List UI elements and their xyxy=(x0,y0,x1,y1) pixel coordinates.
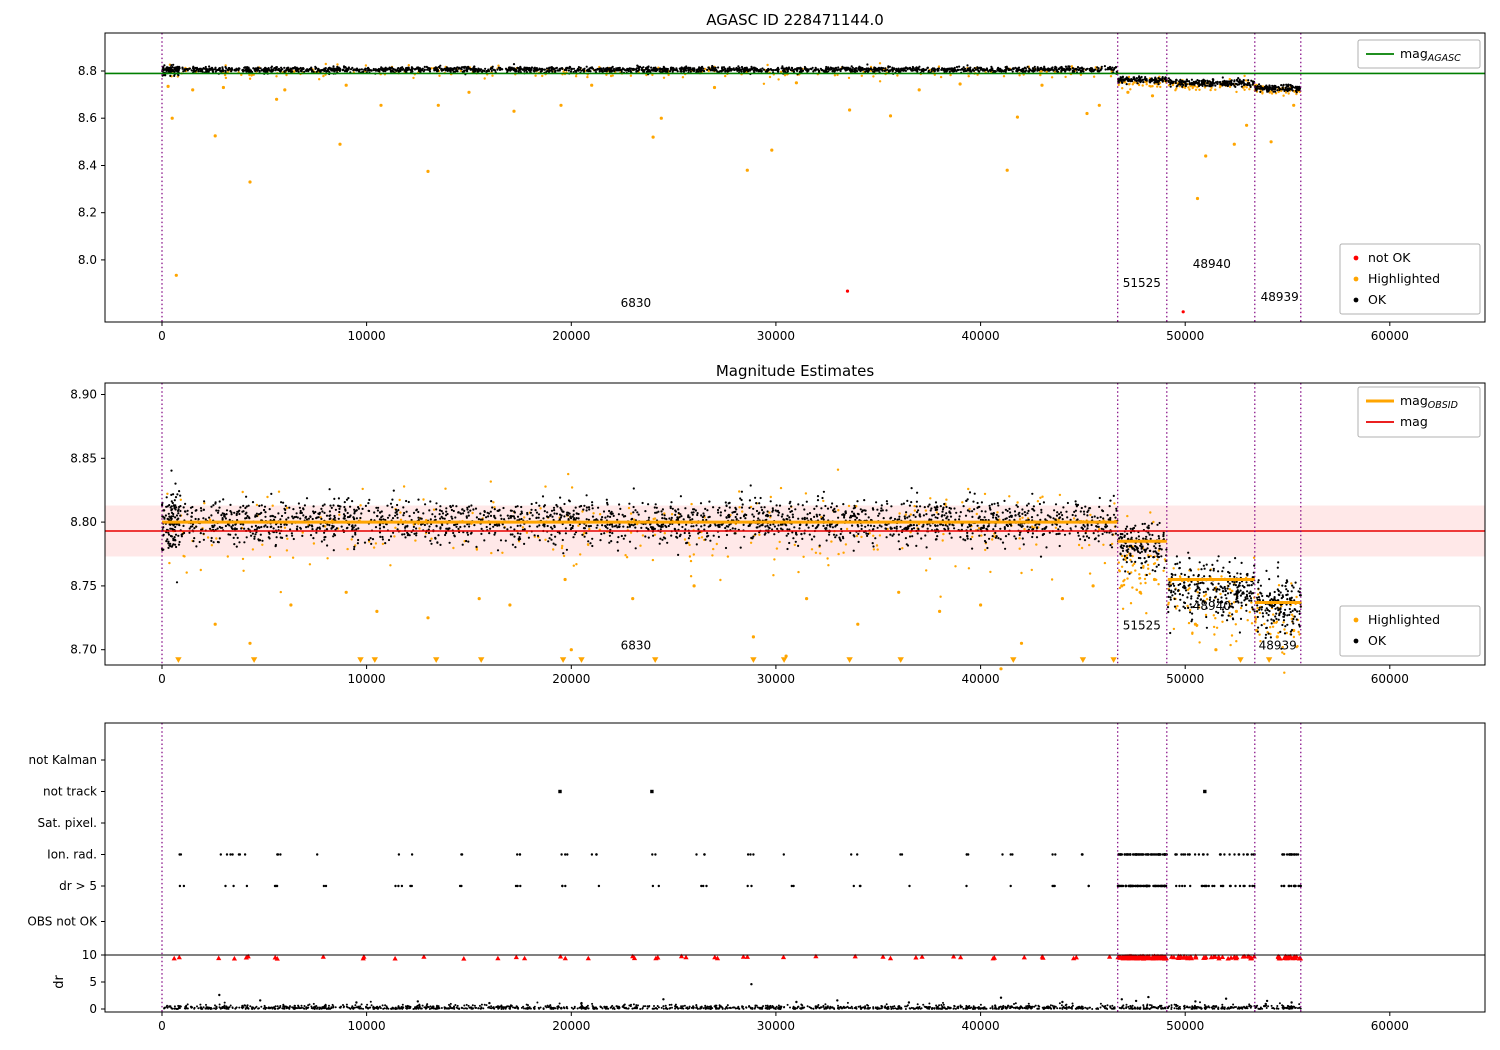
legend: magAGASC xyxy=(1357,39,1481,69)
dr-axis-label: dr xyxy=(52,975,67,989)
dr-tick-label: 0 xyxy=(89,1002,97,1016)
flag-row-label: not Kalman xyxy=(29,753,97,767)
dr-clipped-points xyxy=(171,953,1304,961)
plot-flags-and-dr: 0 10000 20000 30000 40000 50000 60000 not Kalma… xyxy=(27,722,1486,1033)
x-tick-label: 20000 xyxy=(552,329,590,343)
flag-row-label: not track xyxy=(43,785,97,799)
y-tick-label: 8.6 xyxy=(78,111,97,125)
legend-label: Highlighted xyxy=(1368,612,1440,627)
dr-tick-label: 10 xyxy=(82,948,97,962)
y-tick-label: 8.8 xyxy=(78,64,97,78)
x-tick-label: 50000 xyxy=(1166,672,1204,686)
flag-row-labels: not Kalman not track Sat. pixel. Ion. rad. d… xyxy=(27,753,105,1016)
x-tick-label: 50000 xyxy=(1166,329,1204,343)
not-ok-points xyxy=(845,289,1185,314)
y-tick-label: 8.70 xyxy=(70,643,97,657)
flag-row-label: Sat. pixel. xyxy=(37,816,97,830)
x-tick-label: 20000 xyxy=(552,1019,590,1033)
obsid-label: 6830 xyxy=(621,639,652,653)
obsid-label: 51525 xyxy=(1123,618,1161,632)
obsid-label: 48940 xyxy=(1193,257,1231,271)
ion-rad-points xyxy=(178,853,1300,856)
axes-frame: 0 10000 20000 30000 40000 50000 60000 8.0 8.2 8.4… xyxy=(78,32,1486,343)
legend: not OK Highlighted OK xyxy=(1339,243,1481,315)
obsid-label: 6830 xyxy=(621,296,652,310)
axes-frame: 0 10000 20000 30000 40000 50000 60000 xyxy=(104,722,1486,1033)
x-tick-label: 30000 xyxy=(757,1019,795,1033)
highlighted-points xyxy=(166,468,1303,674)
legend-label: not OK xyxy=(1368,250,1411,265)
flag-row-label: OBS not OK xyxy=(27,915,98,929)
axes-frame: 0 10000 20000 30000 40000 50000 60000 8.70 8.75 8… xyxy=(70,382,1486,686)
obsid-label: 48939 xyxy=(1261,290,1299,304)
plot-agasc-magnitudes: 0 10000 20000 30000 40000 50000 60000 8.0 8.2 8.4… xyxy=(78,32,1486,343)
x-tick-label: 0 xyxy=(158,329,166,343)
x-tick-label: 60000 xyxy=(1371,1019,1409,1033)
y-tick-label: 8.2 xyxy=(78,206,97,220)
x-tick-label: 60000 xyxy=(1371,329,1409,343)
x-tick-label: 10000 xyxy=(348,1019,386,1033)
obsid-label: 48939 xyxy=(1259,639,1297,653)
x-tick-label: 30000 xyxy=(757,329,795,343)
legend-label: OK xyxy=(1368,633,1387,648)
obsid-labels: 6830 51525 48940 48939 xyxy=(621,599,1297,653)
y-tick-label: 8.75 xyxy=(70,579,97,593)
x-tick-label: 50000 xyxy=(1166,1019,1204,1033)
dr-gt5-points xyxy=(178,884,1303,888)
plot-magnitude-estimates: 0 10000 20000 30000 40000 50000 60000 8.70 8.75 8… xyxy=(70,382,1486,686)
not-track-points xyxy=(558,789,1207,794)
x-tick-label: 20000 xyxy=(552,672,590,686)
y-tick-label: 8.80 xyxy=(70,515,97,529)
x-tick-label: 30000 xyxy=(757,672,795,686)
x-tick-label: 60000 xyxy=(1371,672,1409,686)
legend-label: OK xyxy=(1368,292,1387,307)
legend-label: magOBSID xyxy=(1400,393,1458,411)
x-tick-label: 0 xyxy=(158,672,166,686)
x-tick-label: 40000 xyxy=(962,329,1000,343)
x-tick-label: 40000 xyxy=(962,672,1000,686)
y-tick-label: 8.0 xyxy=(78,253,97,267)
legend: Highlighted OK xyxy=(1339,605,1481,657)
obsid-boundary-vlines xyxy=(161,33,1302,322)
legend-label: magAGASC xyxy=(1400,46,1461,64)
obsid-mag-lines xyxy=(162,520,1301,604)
obsid-label: 48940 xyxy=(1193,599,1231,613)
y-tick-label: 8.85 xyxy=(70,451,97,465)
plot2-title: Magnitude Estimates xyxy=(716,362,874,380)
y-tick-label: 8.4 xyxy=(78,159,97,173)
dr-tick-label: 5 xyxy=(89,975,97,989)
legend: magOBSID mag xyxy=(1357,386,1481,438)
obsid-boundary-vlines xyxy=(161,723,1302,1012)
x-tick-label: 40000 xyxy=(962,1019,1000,1033)
flag-row-label: dr > 5 xyxy=(59,879,97,893)
plot1-title: AGASC ID 228471144.0 xyxy=(706,11,884,29)
obsid-label: 51525 xyxy=(1123,276,1161,290)
legend-label: Highlighted xyxy=(1368,271,1440,286)
y-tick-label: 8.90 xyxy=(70,388,97,402)
obsid-labels: 6830 51525 48940 48939 xyxy=(621,257,1299,310)
legend-label: mag xyxy=(1400,414,1428,429)
obsid-boundary-vlines xyxy=(161,383,1302,665)
x-tick-label: 10000 xyxy=(348,672,386,686)
x-tick-label: 0 xyxy=(158,1019,166,1033)
flag-row-label: Ion. rad. xyxy=(47,848,97,862)
dr-points xyxy=(163,983,1302,1010)
x-tick-label: 10000 xyxy=(348,329,386,343)
